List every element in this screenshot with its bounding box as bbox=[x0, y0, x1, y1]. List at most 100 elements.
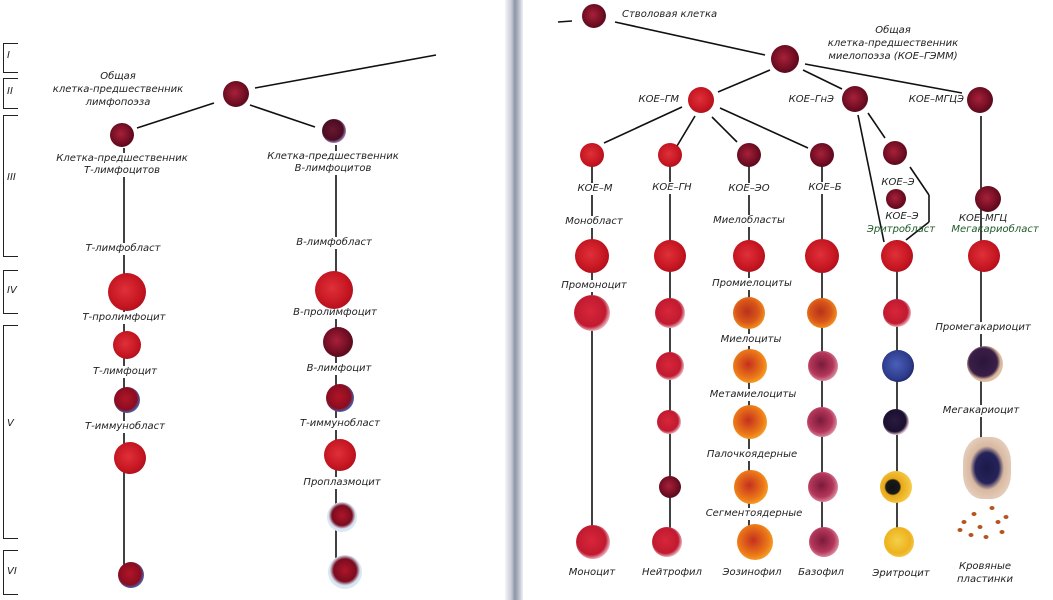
stage-bracket bbox=[3, 270, 18, 314]
label-megakaryocyte: Мегакариоцит bbox=[941, 405, 1021, 417]
label-myelocytes: Миелоциты bbox=[719, 334, 783, 346]
platelet-illustration bbox=[971, 512, 977, 516]
label-erythrocyte: Эритроцит bbox=[872, 568, 930, 579]
platelet-illustration bbox=[977, 525, 983, 529]
cell-illustration bbox=[809, 527, 839, 557]
connector-line bbox=[909, 166, 930, 196]
cell-illustration bbox=[574, 295, 610, 331]
cell-illustration bbox=[655, 298, 685, 328]
cell-illustration bbox=[659, 476, 681, 498]
cell-illustration bbox=[737, 143, 761, 167]
cell-illustration bbox=[654, 240, 686, 272]
connector-line bbox=[249, 104, 316, 128]
cell-illustration bbox=[324, 439, 356, 471]
cell-illustration bbox=[808, 472, 838, 502]
connector-line bbox=[603, 106, 683, 144]
cell-illustration bbox=[881, 240, 913, 272]
stage-bracket bbox=[3, 550, 18, 595]
stage-label: V bbox=[7, 418, 14, 429]
label-basophil: Базофил bbox=[798, 567, 844, 578]
cell-illustration bbox=[967, 346, 1003, 382]
label-t-stage: Т-лимфоцит bbox=[92, 366, 158, 378]
cell-illustration bbox=[733, 405, 767, 439]
connector-line bbox=[857, 114, 885, 243]
label-b-stage: В-пролимфоцит bbox=[292, 307, 378, 319]
label-promegakaryocyte: Промегакариоцит bbox=[934, 322, 1032, 334]
cell-illustration bbox=[733, 297, 765, 329]
label-myeloblasts: Миелобласты bbox=[712, 215, 786, 227]
label-cfu-e: КОЕ–Э bbox=[881, 177, 915, 188]
stage-label: II bbox=[7, 86, 13, 97]
label-metamyelocytes: Метамиелоциты bbox=[708, 389, 798, 401]
stage-bracket bbox=[3, 325, 18, 539]
label-common-myeloid: Общая bbox=[875, 25, 911, 36]
label-cfu-gne: КОЕ–ГнЭ bbox=[788, 94, 834, 105]
cell-illustration bbox=[658, 143, 682, 167]
label-t-precursor: Клетка-предшественник bbox=[55, 153, 189, 165]
connector-line bbox=[804, 63, 963, 94]
cell-illustration bbox=[326, 384, 354, 412]
connector-line bbox=[905, 221, 930, 241]
platelet-illustration bbox=[983, 535, 989, 539]
label-common-myeloid: миелопоэза (КОЕ–ГЭММ) bbox=[828, 51, 958, 62]
label-common-lymphoid: Общая bbox=[100, 71, 136, 82]
cell-illustration bbox=[733, 349, 767, 383]
stage-label: VI bbox=[7, 566, 17, 577]
label-b-stage: Т-иммунобласт bbox=[299, 418, 381, 430]
cell-illustration bbox=[883, 141, 907, 165]
cell-illustration bbox=[688, 87, 714, 113]
cell-illustration bbox=[884, 527, 914, 557]
label-platelets: пластинки bbox=[957, 574, 1013, 585]
cell-illustration bbox=[807, 407, 837, 437]
label-common-myeloid: клетка-предшественник bbox=[827, 38, 959, 49]
cell-illustration bbox=[734, 470, 768, 504]
stage-label: I bbox=[7, 50, 10, 61]
cell-illustration bbox=[113, 331, 141, 359]
label-cfu-gm: КОЕ–ГМ bbox=[638, 94, 680, 105]
stage-bracket bbox=[3, 43, 18, 73]
cell-illustration bbox=[883, 299, 911, 327]
label-t-stage: Т-пролимфоцит bbox=[81, 312, 167, 324]
cell-illustration bbox=[975, 186, 1001, 212]
cell-illustration bbox=[652, 527, 682, 557]
label-stem-cell: Стволовая клетка bbox=[622, 9, 718, 20]
cell-illustration bbox=[114, 387, 140, 413]
cell-illustration bbox=[808, 351, 838, 381]
label-b-stage: В-лимфоцит bbox=[305, 363, 373, 375]
stage-label: III bbox=[7, 172, 16, 183]
connector-line bbox=[711, 116, 738, 143]
label-cfu-b: КОЕ–Б bbox=[807, 182, 843, 194]
cell-illustration bbox=[327, 502, 357, 532]
cell-illustration bbox=[842, 86, 868, 112]
cell-illustration bbox=[328, 555, 362, 589]
platelet-illustration bbox=[1003, 515, 1009, 519]
cell-illustration bbox=[108, 273, 146, 311]
label-eosinophil: Эозинофил bbox=[722, 567, 782, 578]
platelet-illustration bbox=[968, 533, 974, 537]
label-platelets: Кровяные bbox=[958, 561, 1012, 572]
label-cfu-m: КОЕ–М bbox=[576, 183, 614, 195]
platelet-illustration bbox=[961, 520, 967, 524]
cell-illustration bbox=[810, 143, 834, 167]
label-common-lymphoid: клетка-предшественник bbox=[52, 84, 184, 95]
connector-line bbox=[614, 21, 766, 56]
cell-illustration bbox=[315, 271, 353, 309]
label-common-lymphoid: лимфопоэза bbox=[85, 97, 151, 108]
cell-illustration bbox=[322, 119, 346, 143]
label-neutrophil: Нейтрофил bbox=[642, 567, 702, 578]
label-promyelocytes: Промиелоциты bbox=[711, 278, 793, 290]
label-b-precursor: Клетка-предшественник bbox=[266, 151, 400, 163]
connector-line bbox=[719, 107, 809, 149]
cell-illustration bbox=[883, 409, 909, 435]
platelet-illustration bbox=[957, 528, 963, 532]
label-cfu-eo: КОЕ–ЭО bbox=[727, 183, 771, 195]
label-monocyte: Моноцит bbox=[568, 567, 616, 578]
label-cfu-gn: КОЕ–ГН bbox=[651, 182, 693, 194]
cell-illustration bbox=[657, 410, 681, 434]
cell-illustration bbox=[882, 350, 914, 382]
cell-illustration bbox=[967, 87, 993, 113]
label-cfu-mgce: КОЕ–МГЦЭ bbox=[908, 94, 964, 105]
label-t-precursor: Т-лимфоцитов bbox=[83, 165, 161, 177]
platelet-illustration bbox=[995, 520, 1001, 524]
label-band-cells: Палочкоядерные bbox=[705, 449, 799, 461]
